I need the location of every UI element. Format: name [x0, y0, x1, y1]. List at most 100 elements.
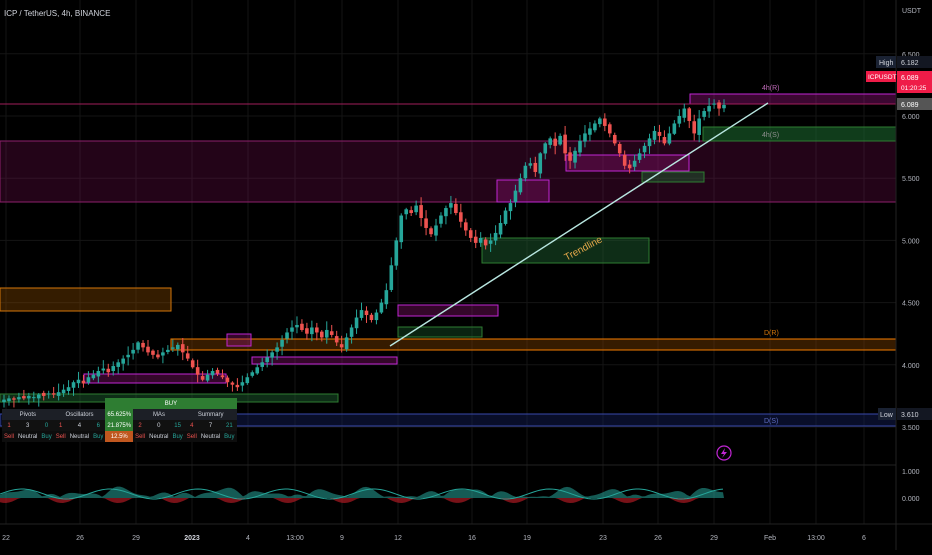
candle-body	[662, 137, 667, 144]
candle-body	[588, 128, 592, 135]
y-tick-label: 6.500	[902, 52, 920, 59]
candle-body	[61, 389, 66, 394]
zone-wide-magenta	[0, 140, 897, 203]
low-tag: Low	[880, 412, 894, 419]
row_labels-cell: Sell	[186, 433, 197, 440]
x-tick-label: 13:00	[286, 535, 304, 542]
candle-body	[156, 354, 160, 358]
hdr-summary: Summary	[197, 411, 224, 418]
candle-body	[205, 374, 210, 381]
zone-magenta-mid	[496, 179, 550, 203]
candle-body	[568, 152, 572, 161]
row_labels-cell: Buy	[172, 433, 183, 440]
x-tick-label: 6	[862, 535, 866, 542]
candle-body	[712, 103, 716, 105]
candle-body	[171, 347, 175, 349]
oscillator-line	[0, 488, 724, 500]
x-tick-label: 29	[710, 535, 718, 542]
lightning-icon[interactable]	[716, 445, 732, 461]
symbol-tag: ICPUSDT	[868, 74, 897, 81]
candle-body	[41, 392, 46, 396]
candle-body	[27, 395, 31, 399]
candle-body	[359, 310, 364, 318]
zone-DR-label: D(R)	[764, 330, 779, 337]
candle-body	[295, 324, 299, 328]
candle-body	[702, 111, 706, 117]
candle-body	[558, 135, 562, 145]
last-price: 6.089	[901, 75, 919, 82]
candle-body	[657, 131, 662, 136]
candle-body	[682, 108, 687, 118]
x-tick-label: 22	[2, 535, 10, 542]
candle-body	[344, 337, 349, 350]
y-tick-label: 5.500	[902, 176, 920, 183]
candle-body	[31, 397, 36, 399]
candle-body	[473, 236, 478, 243]
candle-body	[463, 222, 468, 231]
candle-body	[667, 133, 672, 144]
candle-body	[389, 265, 394, 290]
row_counts-cell: 6	[96, 422, 100, 429]
candle-body	[46, 393, 51, 395]
candle-body	[215, 369, 220, 374]
candle-body	[573, 150, 577, 163]
candle-body	[300, 323, 304, 330]
row_labels-cell: Buy	[41, 433, 52, 440]
low-tag-box	[878, 408, 896, 420]
zone-green-b	[641, 171, 705, 183]
row_counts-cell: 2	[138, 422, 142, 429]
zone-DS-label: D(S)	[764, 418, 778, 425]
candle-body	[429, 228, 433, 235]
candle-body	[434, 225, 438, 236]
candle-body	[553, 138, 557, 146]
candle-body	[96, 371, 101, 377]
row_labels-cell: Neutral	[69, 433, 90, 440]
low-value-box	[897, 408, 932, 420]
candle-body	[498, 222, 503, 235]
zone-daily-resistance	[170, 338, 897, 351]
candle-body	[319, 331, 324, 338]
row_counts-cell: 21.875%	[105, 420, 134, 431]
candle-body	[240, 382, 245, 386]
oscillator-bull-area	[0, 486, 724, 498]
candle-body	[692, 121, 697, 134]
candle-body	[349, 327, 354, 337]
candle-body	[275, 347, 279, 352]
trendline[interactable]	[389, 102, 769, 347]
candle-body	[637, 153, 642, 160]
candle-body	[334, 336, 339, 343]
row_counts-cell: 3	[26, 422, 30, 429]
x-tick-label: 12	[394, 535, 402, 542]
candle-body	[468, 230, 473, 238]
candle-body	[717, 102, 721, 109]
candle-body	[508, 203, 513, 212]
x-tick-label: 29	[132, 535, 140, 542]
candle-body	[195, 367, 200, 375]
candle-body	[652, 130, 657, 140]
x-tick-label: 16	[468, 535, 476, 542]
candle-body	[707, 106, 711, 112]
candle-body	[250, 372, 255, 376]
buy-pct: 65.625%	[105, 409, 134, 420]
candle-body	[354, 317, 359, 329]
candle-body	[76, 379, 81, 384]
candle-body	[518, 178, 523, 193]
high-value-box	[897, 56, 932, 68]
candle-body	[51, 393, 56, 395]
row_labels-cell: Buy	[224, 433, 235, 440]
candle-body	[493, 232, 498, 241]
candle-body	[603, 118, 607, 126]
candle-body	[280, 339, 284, 347]
candle-body	[161, 352, 165, 356]
candle-body	[394, 240, 399, 266]
hdr-mas: MAs	[152, 411, 165, 418]
y-tick-label: 4.500	[902, 301, 920, 308]
candle-body	[265, 357, 269, 363]
zone-magenta-c	[397, 304, 499, 317]
row_counts-cell: 4	[77, 422, 82, 429]
candle-body	[533, 162, 538, 172]
x-axis-ticks: 22 26 29 2023 4 13:00 9 12 16 19 23 26 29 Feb 13:00 6	[2, 535, 866, 542]
candle-body	[538, 153, 543, 174]
